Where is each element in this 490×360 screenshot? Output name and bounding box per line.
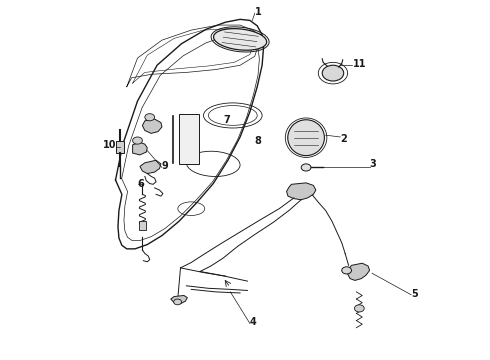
Circle shape bbox=[342, 267, 351, 274]
Circle shape bbox=[301, 164, 311, 171]
Polygon shape bbox=[347, 263, 369, 280]
Bar bbox=[139, 221, 146, 230]
Text: 2: 2 bbox=[340, 134, 347, 144]
Bar bbox=[117, 140, 124, 153]
Text: 7: 7 bbox=[223, 114, 230, 125]
Text: 6: 6 bbox=[138, 179, 144, 189]
Text: 1: 1 bbox=[255, 7, 262, 17]
Text: 5: 5 bbox=[411, 289, 418, 298]
Text: 8: 8 bbox=[255, 136, 262, 146]
Text: 11: 11 bbox=[352, 59, 366, 69]
Text: 3: 3 bbox=[369, 159, 376, 170]
Bar bbox=[179, 114, 198, 164]
Polygon shape bbox=[133, 142, 147, 155]
Polygon shape bbox=[143, 119, 162, 134]
Circle shape bbox=[133, 137, 143, 144]
Text: 4: 4 bbox=[250, 317, 257, 327]
Text: 10: 10 bbox=[103, 140, 117, 150]
Circle shape bbox=[322, 65, 343, 81]
Polygon shape bbox=[171, 296, 187, 304]
Text: 9: 9 bbox=[162, 161, 169, 171]
Ellipse shape bbox=[214, 29, 267, 50]
Ellipse shape bbox=[288, 120, 324, 156]
Circle shape bbox=[173, 299, 181, 305]
Circle shape bbox=[354, 305, 364, 312]
Circle shape bbox=[145, 114, 155, 121]
Polygon shape bbox=[287, 183, 316, 200]
Polygon shape bbox=[140, 160, 161, 174]
